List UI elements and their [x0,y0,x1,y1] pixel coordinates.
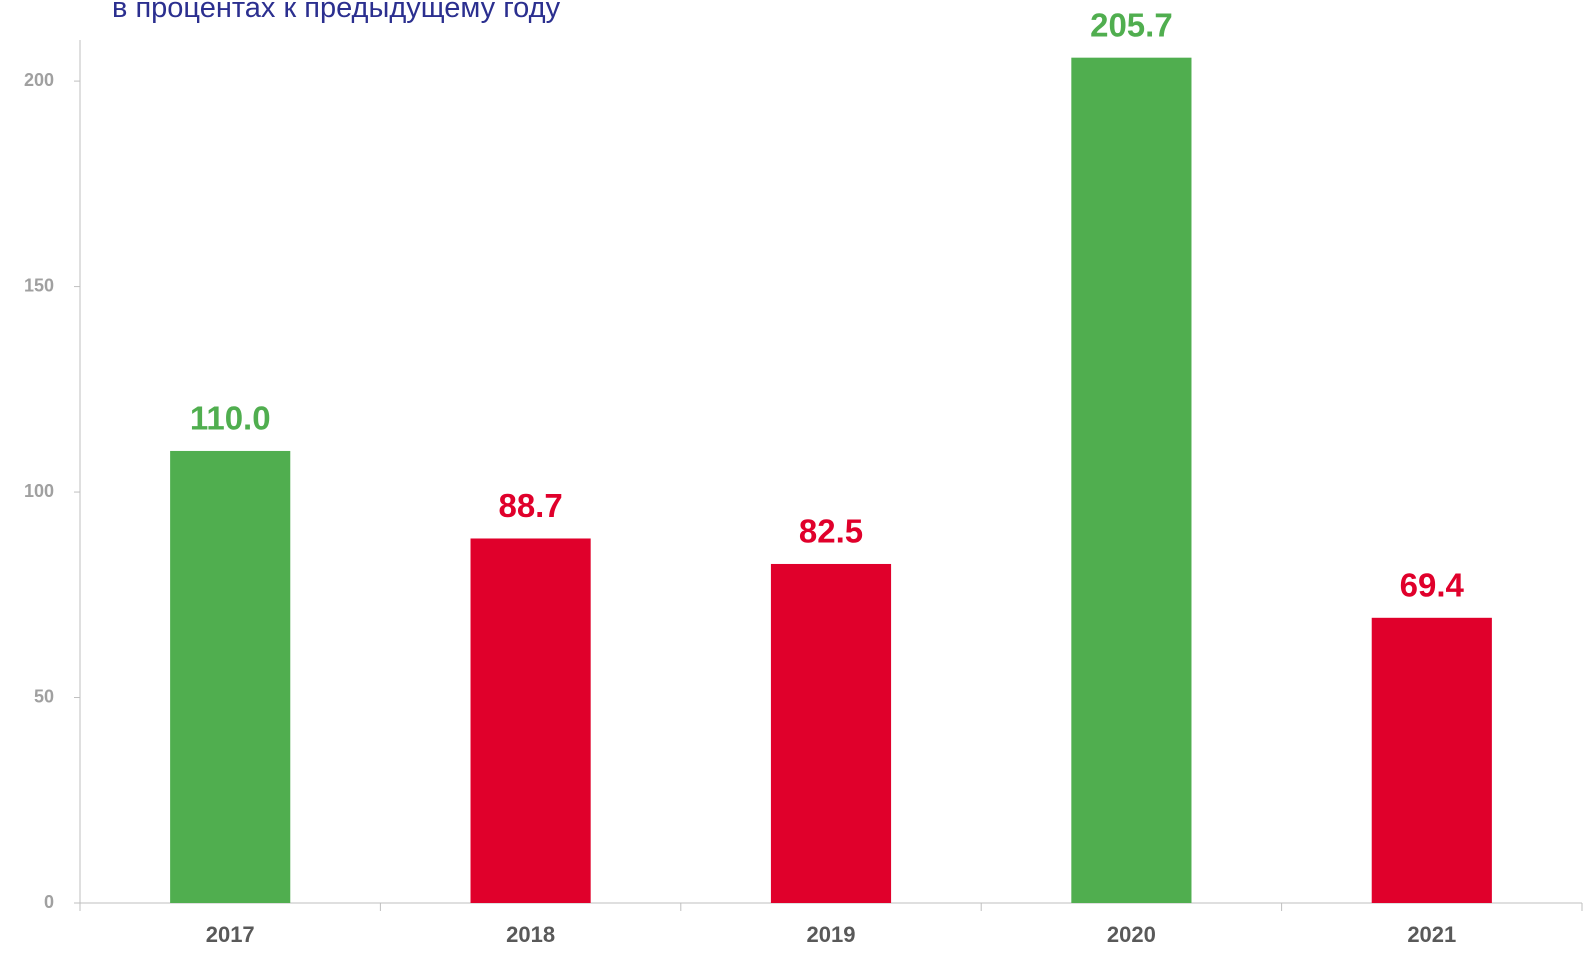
value-label: 88.7 [498,487,562,524]
chart-subtitle: в процентах к предыдущему году [112,0,561,24]
x-tick-label: 2020 [1107,922,1156,947]
x-tick-label: 2017 [206,922,255,947]
y-tick-label: 200 [24,70,54,90]
value-label: 110.0 [190,400,271,437]
value-label: 69.4 [1400,567,1465,604]
y-tick-label: 100 [24,481,54,501]
bar [770,563,892,903]
x-tick-label: 2019 [807,922,856,947]
y-tick-label: 150 [24,275,54,295]
x-tick-label: 2021 [1407,922,1456,947]
value-label: 205.7 [1090,6,1173,43]
bar [1071,57,1192,903]
bar [170,450,291,903]
y-tick-label: 0 [44,892,54,912]
value-label: 82.5 [799,513,863,550]
x-tick-label: 2018 [506,922,555,947]
bar [1371,617,1492,903]
y-tick-label: 50 [34,686,54,706]
bar [470,538,591,903]
